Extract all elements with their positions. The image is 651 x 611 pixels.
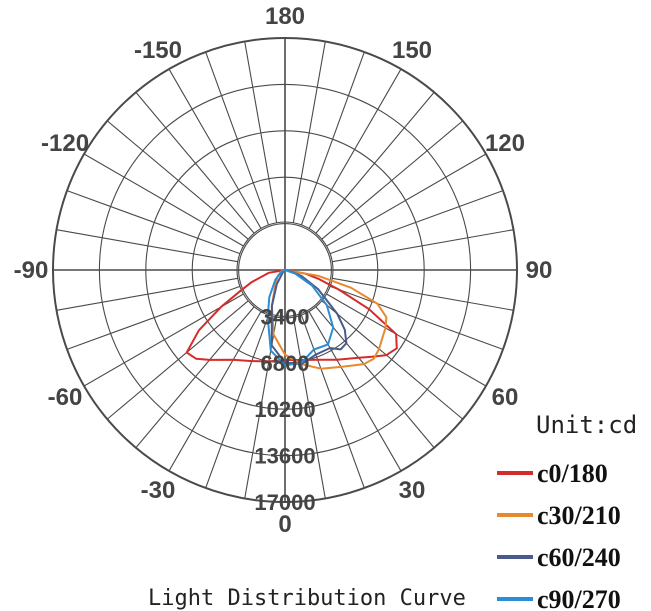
- chart-caption: Light Distribution Curve: [148, 586, 466, 611]
- grid-spoke: [244, 41, 278, 223]
- grid-spoke: [326, 293, 487, 387]
- grid-spoke: [292, 317, 326, 499]
- angle-label: 180: [265, 3, 305, 30]
- grid-spoke: [315, 91, 435, 234]
- legend-swatch: [497, 471, 533, 475]
- legend-label: c0/180: [537, 459, 608, 488]
- polar-grid: [52, 37, 518, 503]
- grid-spoke: [56, 229, 238, 263]
- radial-tick-label: 13600: [254, 444, 315, 469]
- legend-label: c90/270: [537, 585, 621, 611]
- grid-spoke: [168, 68, 262, 229]
- distribution-curves: [185, 269, 398, 370]
- grid-spoke: [106, 120, 249, 240]
- angle-label: -30: [141, 477, 176, 504]
- angle-label: 90: [526, 257, 553, 284]
- grid-spoke: [308, 68, 402, 229]
- radial-tick-labels: 3400 6800 10200 13600 17000: [254, 304, 315, 515]
- grid-spoke: [66, 190, 241, 255]
- legend-item: c60/240: [497, 543, 621, 572]
- legend-label: c60/240: [537, 543, 621, 572]
- legend-item: c0/180: [497, 459, 608, 488]
- angle-label: 150: [392, 37, 432, 64]
- grid-spoke: [135, 306, 255, 449]
- grid-spoke: [56, 277, 238, 311]
- grid-spoke: [332, 229, 514, 263]
- angle-label: 120: [485, 130, 525, 157]
- curve-c60-240: [270, 269, 348, 366]
- grid-spoke: [106, 300, 249, 420]
- legend: c0/180 c30/210 c60/240 c90/270: [497, 459, 621, 611]
- grid-spoke: [321, 120, 464, 240]
- grid-spoke: [168, 311, 262, 472]
- grid-spoke: [66, 285, 241, 350]
- angle-label: -90: [14, 257, 49, 284]
- grid-spoke: [329, 285, 504, 350]
- grid-spoke: [326, 153, 487, 247]
- grid-spoke: [83, 293, 244, 387]
- legend-swatch: [497, 555, 533, 559]
- angle-label: -120: [41, 130, 89, 157]
- legend-item: c30/210: [497, 501, 621, 530]
- grid-spoke: [135, 91, 255, 234]
- grid-spoke: [292, 41, 326, 223]
- radial-tick-label: 3400: [261, 304, 310, 329]
- legend-swatch: [497, 597, 533, 601]
- angle-label: 0: [278, 511, 291, 538]
- angle-labels: 0 30 60 90 120 150 180 -150 -120 -90 -60 -30: [14, 3, 553, 538]
- grid-spoke: [83, 153, 244, 247]
- grid-spoke: [329, 190, 504, 255]
- radial-tick-label: 17000: [254, 490, 315, 515]
- grid-spoke: [321, 300, 464, 420]
- grid-spoke: [315, 306, 435, 449]
- radial-tick-label: 10200: [254, 397, 315, 422]
- legend-item: c90/270: [497, 585, 621, 611]
- angle-label: 60: [492, 384, 519, 411]
- unit-label: Unit:cd: [536, 411, 637, 439]
- grid-spoke: [308, 311, 402, 472]
- grid-spoke: [300, 314, 365, 489]
- grid-spoke: [205, 51, 270, 226]
- grid-spoke: [300, 51, 365, 226]
- angle-label: -60: [48, 384, 83, 411]
- angle-label: 30: [399, 477, 426, 504]
- legend-swatch: [497, 513, 533, 517]
- grid-spoke: [205, 314, 270, 489]
- angle-label: -150: [134, 37, 182, 64]
- grid-spoke: [332, 277, 514, 311]
- radial-tick-label: 6800: [261, 351, 310, 376]
- legend-label: c30/210: [537, 501, 621, 530]
- curve-c90-270: [266, 269, 335, 367]
